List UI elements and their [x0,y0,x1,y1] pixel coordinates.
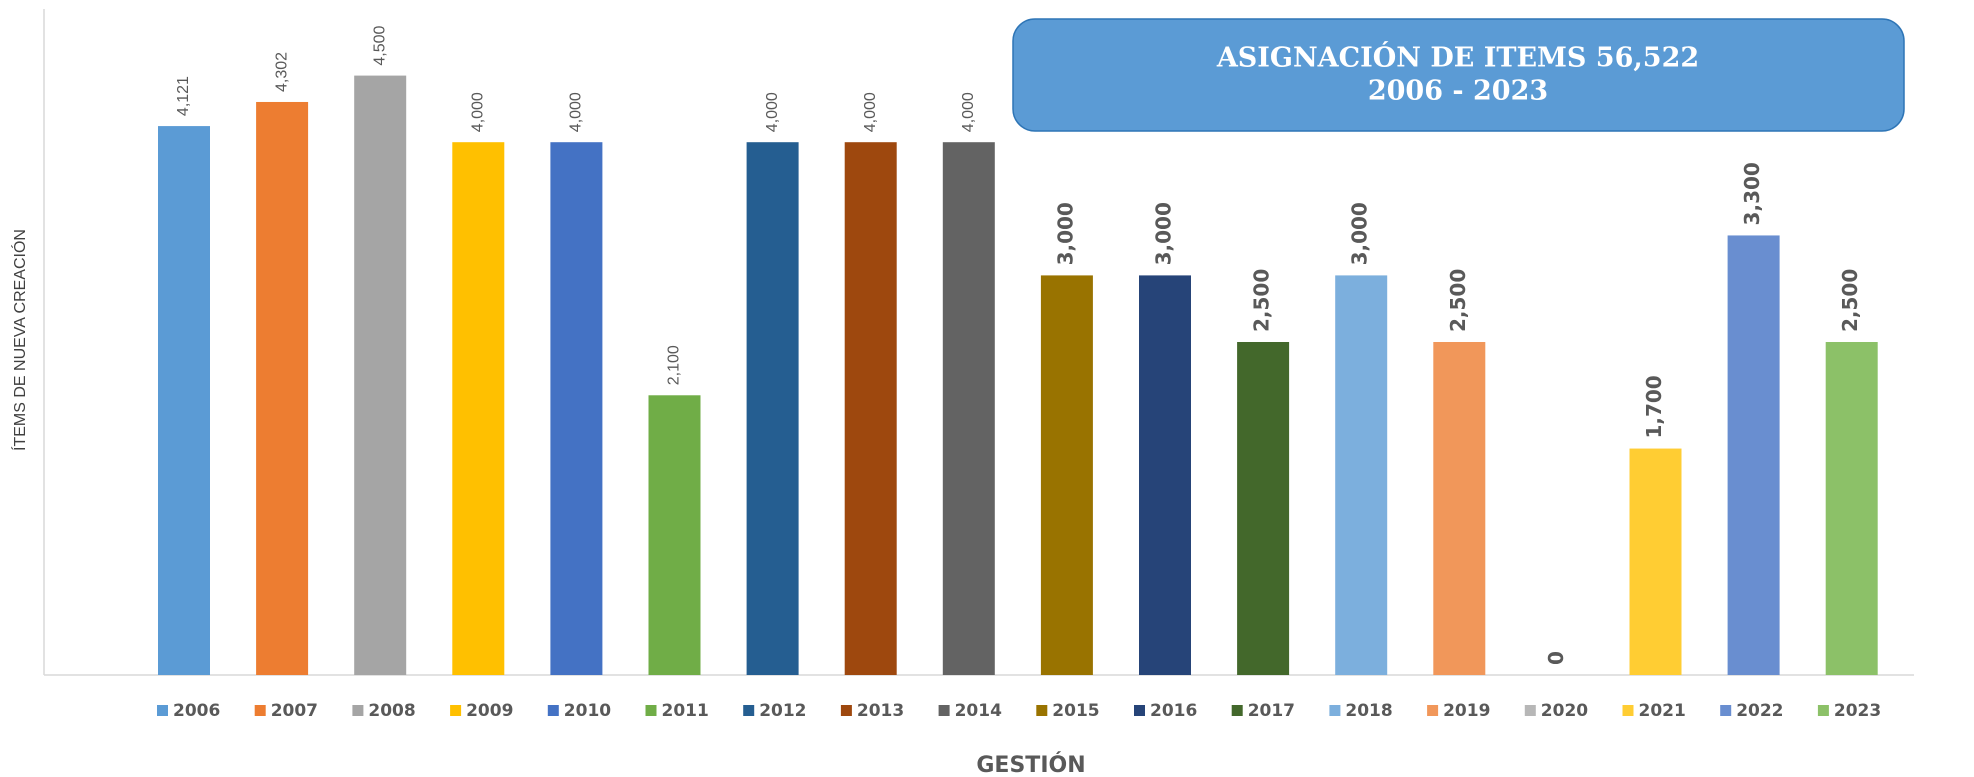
legend-label: 2012 [759,701,806,721]
value-label: 2,500 [1838,269,1862,332]
legend-label: 2017 [1248,701,1295,721]
legend-label: 2019 [1443,701,1490,721]
legend-swatch [547,705,559,716]
value-label: 3,300 [1740,162,1764,225]
bar [452,142,505,675]
value-label: 4,000 [764,92,781,132]
bar [256,101,309,675]
value-label: 1,700 [1642,375,1666,438]
bar [1040,275,1093,675]
bar [1139,275,1191,675]
value-label: 2,500 [1446,269,1470,332]
value-label: 4,500 [371,25,388,65]
legend-label: 2020 [1541,701,1588,721]
bar [1335,275,1388,675]
value-label: 3,000 [1348,202,1372,265]
legend-label: 2022 [1736,701,1783,721]
x-axis-label: GESTIÓN [976,752,1085,777]
legend-label: 2016 [1150,701,1197,721]
value-label: 4,121 [175,76,192,116]
value-label: 4,000 [470,92,487,132]
value-label: 4,000 [960,92,977,132]
legend-swatch [1817,705,1829,716]
bar [158,126,210,675]
bar [746,142,799,675]
value-label: 3,000 [1152,202,1176,265]
bar [1629,448,1682,675]
legend-swatch [450,705,462,716]
bar [1433,342,1486,675]
value-label: 0 [1544,651,1568,665]
legend-swatch [1524,705,1536,716]
legend-label: 2023 [1834,701,1881,721]
bar [844,142,897,675]
legend-swatch [254,705,266,716]
legend-swatch [743,705,755,716]
bar [942,142,995,675]
legend-swatch [938,705,950,716]
value-label: 3,000 [1053,202,1077,265]
chart-title: ASIGNACIÓN DE ITEMS 56,522 [1216,40,1699,74]
legend-label: 2008 [368,701,415,721]
value-label: 2,100 [666,345,683,385]
value-label: 4,302 [273,52,290,92]
legend-label: 2014 [955,701,1002,721]
legend-swatch [1134,705,1145,716]
title-box [1012,18,1905,132]
legend-label: 2015 [1052,701,1099,721]
legend-label: 2018 [1345,701,1392,721]
legend-label: 2013 [857,701,904,721]
legend-label: 2009 [466,701,513,721]
legend-swatch [645,705,657,716]
legend-swatch [840,705,852,716]
legend-swatch [1427,705,1439,716]
legend-swatch [1329,705,1341,716]
legend-swatch [157,705,168,716]
legend-label: 2011 [662,701,709,721]
bar [648,395,701,675]
chart-subtitle: 2006 - 2023 [1368,76,1548,107]
value-label: 2,500 [1250,269,1274,332]
legend-label: 2021 [1639,701,1686,721]
value-label: 4,000 [568,92,585,132]
bar [354,75,407,676]
bar [550,142,603,675]
legend-swatch [1036,705,1048,716]
bar [1825,342,1878,675]
legend-swatch [352,705,364,716]
legend-label: 2007 [271,701,318,721]
y-axis-label: ÍTEMS DE NUEVA CREACIÓN [10,229,29,451]
legend-label: 2010 [564,701,611,721]
bar [1237,342,1290,675]
legend-swatch [1622,705,1634,716]
legend-swatch [1231,705,1243,716]
legend-label: 2006 [173,701,220,721]
legend-swatch [1720,705,1732,716]
value-label: 4,000 [862,92,879,132]
bar [1727,235,1780,675]
